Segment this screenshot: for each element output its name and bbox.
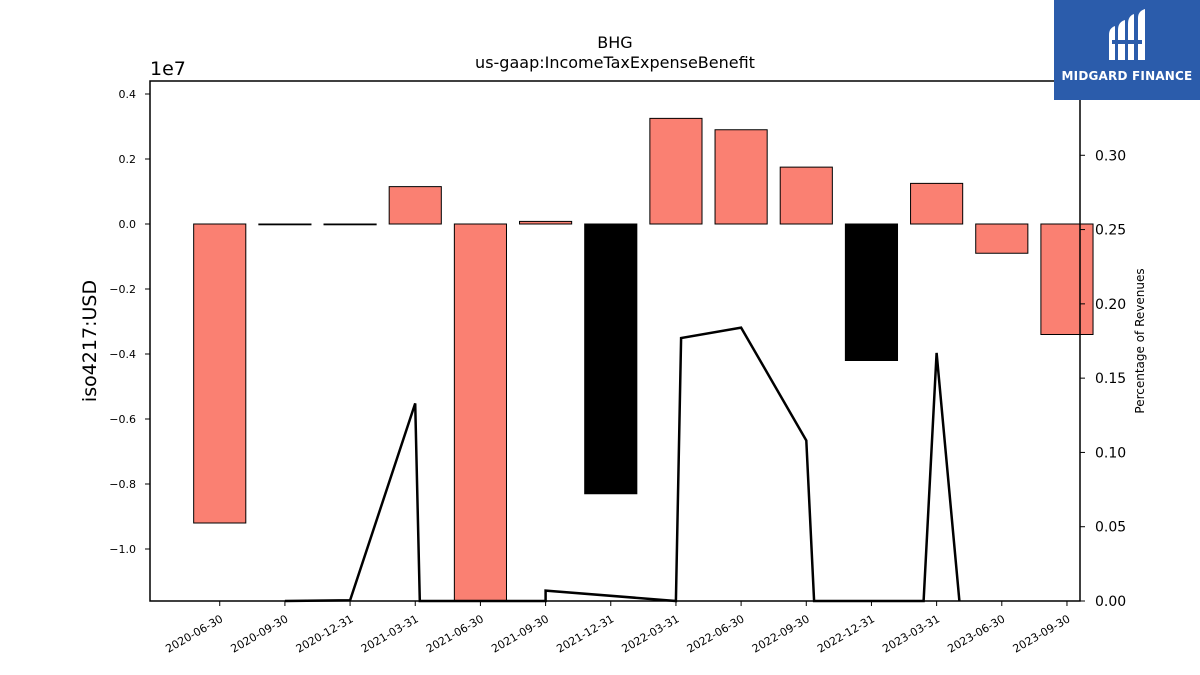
bar-2020-12-31 xyxy=(323,223,377,226)
plot-frame xyxy=(149,80,1081,602)
x-tick-label: 2023-06-30 xyxy=(945,612,1007,655)
y2-tick-label: 0.10 xyxy=(1095,445,1126,461)
chart-subtitle: us-gaap:IncomeTaxExpenseBenefit xyxy=(475,53,755,72)
y2-axis-label: Percentage of Revenues xyxy=(1133,268,1147,413)
y-tick-label: −0.8 xyxy=(109,478,136,491)
bar-2020-09-30 xyxy=(258,223,312,226)
midgard-logo: MIDGARD FINANCE xyxy=(1054,0,1200,100)
x-tick-label: 2020-06-30 xyxy=(163,612,225,655)
x-tick-label: 2021-03-31 xyxy=(359,612,421,655)
y2-tick-label: 0.05 xyxy=(1095,520,1126,536)
bar-2021-03-31 xyxy=(388,186,442,225)
y2-tick-label: 0.30 xyxy=(1095,148,1126,164)
x-tick-label: 2021-12-31 xyxy=(554,612,616,655)
y2-tick-label: 0.20 xyxy=(1095,297,1126,313)
bar-2022-09-30 xyxy=(779,166,833,225)
logo-text: MIDGARD FINANCE xyxy=(1061,69,1193,83)
y-tick-label: −0.6 xyxy=(109,413,136,426)
y-tick-label: −0.2 xyxy=(109,283,136,296)
x-tick-label: 2022-03-31 xyxy=(620,612,682,655)
bar-2023-06-30 xyxy=(975,223,1029,254)
y-tick-label: 0.4 xyxy=(119,88,137,101)
x-tick-label: 2021-06-30 xyxy=(424,612,486,655)
bar-2021-06-30 xyxy=(453,223,507,602)
x-tick-label: 2020-09-30 xyxy=(229,612,291,655)
y-offset-label: 1e7 xyxy=(150,58,186,80)
y-axis-label: iso4217:USD xyxy=(79,280,101,402)
x-tick-label: 2022-09-30 xyxy=(750,612,812,655)
y2-tick-label: 0.15 xyxy=(1095,371,1126,387)
x-tick-label: 2022-12-31 xyxy=(815,612,877,655)
y2-tick-label: 0.25 xyxy=(1095,223,1126,239)
y2-tick-label: 0.00 xyxy=(1095,594,1126,610)
y-tick-label: −0.4 xyxy=(109,348,136,361)
bar-2020-06-30 xyxy=(193,223,247,524)
x-tick-label: 2023-03-31 xyxy=(880,612,942,655)
midgard-logo-mark xyxy=(1109,9,1145,60)
y-tick-label: 0.2 xyxy=(119,153,137,166)
y-tick-label: 0.0 xyxy=(119,218,137,231)
bar-2023-03-31 xyxy=(910,182,964,225)
bar-2022-12-31 xyxy=(844,223,899,361)
bar-group xyxy=(193,117,1094,602)
bar-2021-09-30 xyxy=(519,220,573,225)
chart-title: BHG xyxy=(597,33,632,52)
bar-2021-12-31 xyxy=(584,223,638,495)
bar-2022-03-31 xyxy=(649,117,703,225)
x-tick-label: 2020-12-31 xyxy=(294,612,356,655)
bar-2023-09-30 xyxy=(1040,223,1094,335)
x-tick-label: 2022-06-30 xyxy=(685,612,747,655)
y-tick-label: −1.0 xyxy=(109,543,136,556)
x-tick-label: 2021-09-30 xyxy=(489,612,551,655)
x-tick-label: 2023-09-30 xyxy=(1011,612,1073,655)
bar-2022-06-30 xyxy=(714,129,768,225)
